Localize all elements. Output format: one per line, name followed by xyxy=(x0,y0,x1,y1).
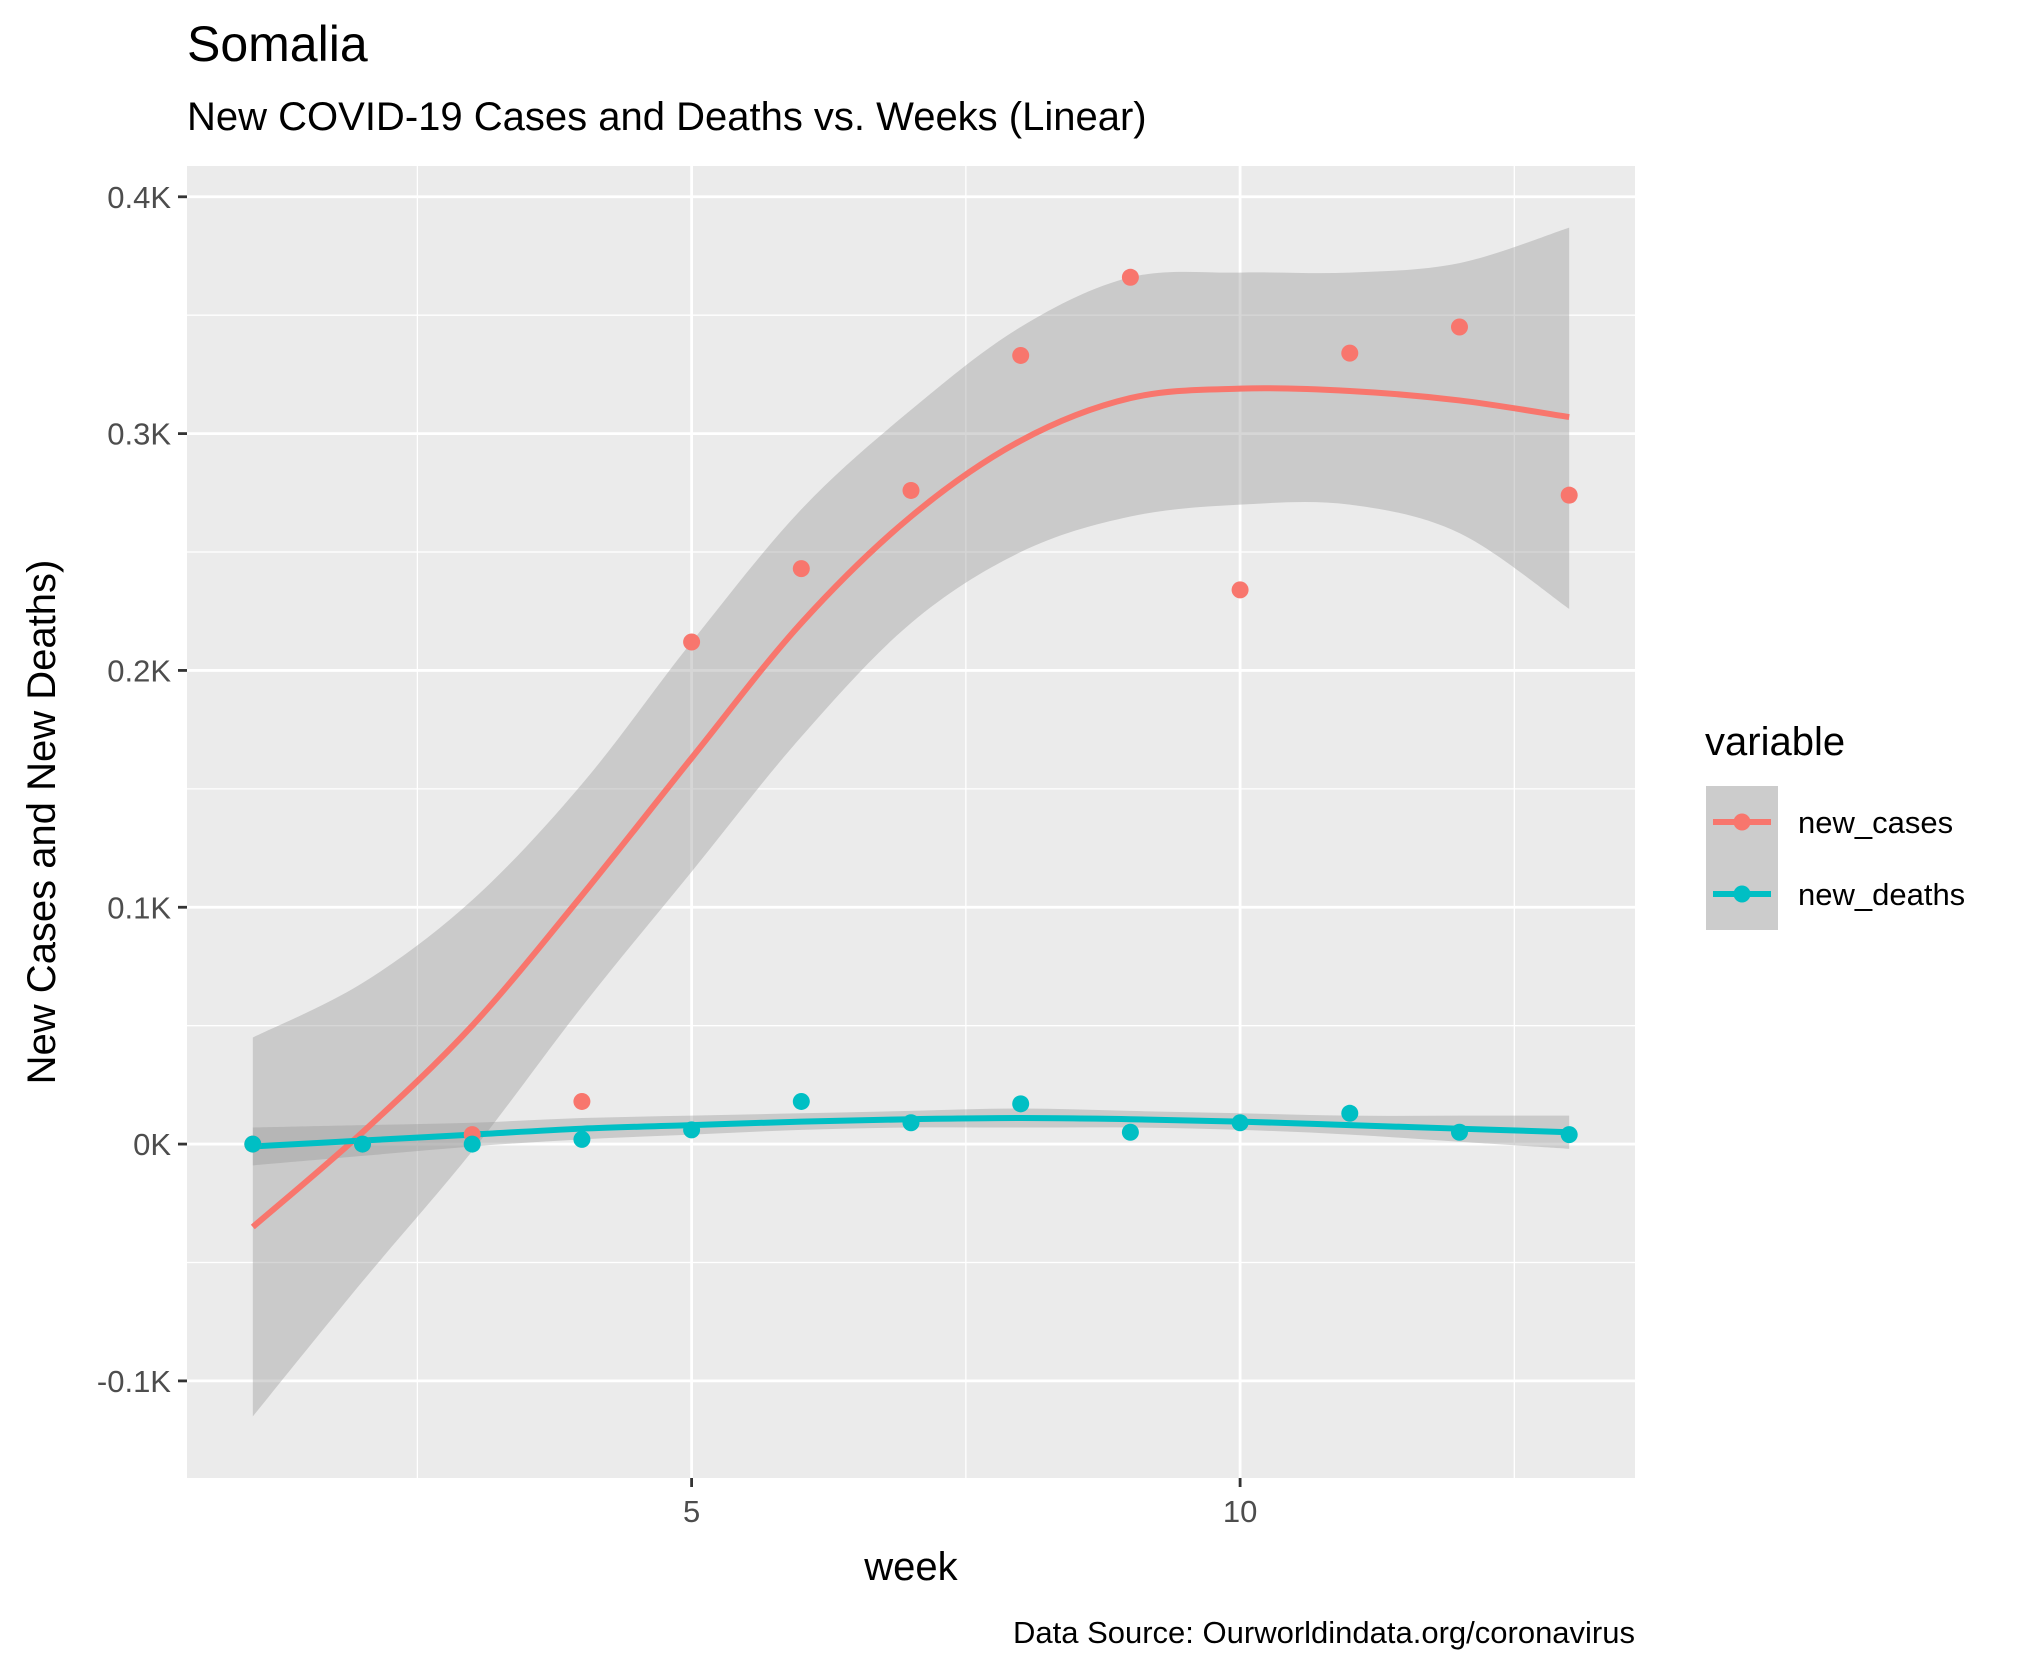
legend-key-point-new_cases xyxy=(1733,813,1751,831)
plot-panel xyxy=(187,166,1635,1478)
legend: new_cases new_deaths xyxy=(1706,786,1965,930)
point-new_deaths xyxy=(1012,1095,1030,1113)
axis-ticks: -0.1K 0K 0.1K 0.2K 0.3K 0.4K 5 10 xyxy=(97,180,1257,1529)
y-tick-label: -0.1K xyxy=(97,1364,171,1399)
point-new_cases xyxy=(1121,268,1139,286)
point-new_deaths xyxy=(1231,1114,1249,1132)
point-new_cases xyxy=(1231,581,1249,599)
point-new_cases xyxy=(902,481,920,499)
point-new_deaths xyxy=(573,1130,591,1148)
x-tick-label: 5 xyxy=(683,1494,700,1529)
point-new_cases xyxy=(1012,346,1030,364)
point-new_deaths xyxy=(683,1121,701,1139)
point-new_deaths xyxy=(354,1135,372,1153)
point-new_cases xyxy=(1341,344,1359,362)
point-new_cases xyxy=(792,560,810,578)
legend-label-new_deaths: new_deaths xyxy=(1798,877,1965,912)
legend-label-new_cases: new_cases xyxy=(1798,805,1953,840)
confidence-band-new_cases xyxy=(252,227,1570,1417)
point-new_cases xyxy=(1450,318,1468,336)
chart-title: Somalia xyxy=(187,16,368,72)
point-new_deaths xyxy=(244,1135,262,1153)
x-axis-title: week xyxy=(863,1545,958,1589)
y-tick-label: 0.3K xyxy=(107,417,171,452)
point-new_deaths xyxy=(1560,1126,1578,1144)
point-new_deaths xyxy=(1341,1104,1359,1122)
y-axis-title: New Cases and New Deaths) xyxy=(20,560,64,1085)
x-tick-label: 10 xyxy=(1223,1494,1257,1529)
caption: Data Source: Ourworldindata.org/coronavi… xyxy=(1013,1615,1635,1650)
point-new_deaths xyxy=(463,1135,481,1153)
chart-subtitle: New COVID-19 Cases and Deaths vs. Weeks … xyxy=(187,95,1147,139)
point-new_deaths xyxy=(792,1092,810,1110)
y-tick-label: 0K xyxy=(133,1127,171,1162)
point-new_cases xyxy=(1560,486,1578,504)
point-new_cases xyxy=(683,633,701,651)
point-new_cases xyxy=(573,1092,591,1110)
y-tick-label: 0.4K xyxy=(107,180,171,215)
data-points xyxy=(244,268,1578,1153)
point-new_deaths xyxy=(902,1114,920,1132)
legend-key-point-new_deaths xyxy=(1733,885,1751,903)
grid xyxy=(187,166,1635,1478)
point-new_deaths xyxy=(1121,1123,1139,1141)
point-new_deaths xyxy=(1450,1123,1468,1141)
smooth-line-new_cases xyxy=(250,385,1570,1230)
y-tick-label: 0.2K xyxy=(107,653,171,688)
legend-title: variable xyxy=(1705,720,1845,764)
y-tick-label: 0.1K xyxy=(107,890,171,925)
